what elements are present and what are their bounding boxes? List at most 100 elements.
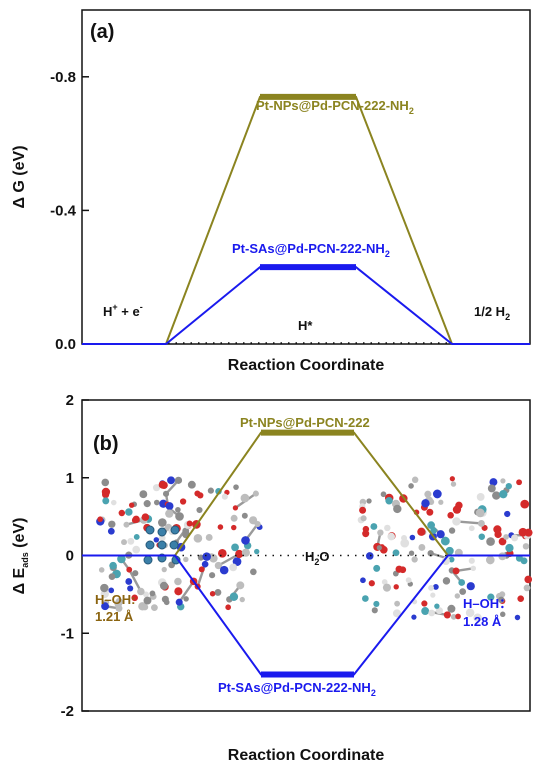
panel-b-left-bond-label-line1: H–OH:	[95, 592, 135, 607]
right-molecule-atom	[373, 564, 381, 572]
right-molecule-atom	[447, 604, 456, 613]
left-molecule-atom	[217, 524, 224, 530]
panel-b-right-bond-label-line2: 1.28 Å	[463, 614, 502, 629]
right-molecule-atom	[411, 476, 419, 484]
left-molecule-atom	[133, 534, 140, 540]
left-molecule-atom	[202, 552, 211, 561]
left-molecule-atom	[252, 490, 259, 497]
panel-b-label: (b)	[93, 433, 119, 455]
panel-a-y-axis-label: Δ G (eV)	[11, 145, 28, 208]
right-molecule-atom	[434, 603, 440, 609]
right-molecule-atom	[421, 499, 430, 508]
left-pt-cluster-atom	[157, 527, 167, 537]
left-molecule-atom	[174, 577, 182, 586]
panel-a-sa-series-label: Pt-SAs@Pd-PCN-222-NH2	[232, 241, 390, 259]
panel-a-label: (a)	[90, 21, 114, 43]
panel-b-y-tick-label: 0	[66, 548, 74, 565]
right-molecule-atom	[524, 528, 533, 537]
right-molecule-atom	[366, 498, 372, 504]
left-molecule-atom	[186, 520, 193, 527]
left-molecule-atom	[127, 585, 134, 592]
panel-b-y-tick-label: -1	[61, 625, 74, 642]
right-molecule-atom	[487, 484, 496, 493]
right-molecule-atom	[442, 577, 451, 585]
left-molecule-atom	[125, 508, 133, 516]
left-molecule-atom	[183, 556, 189, 563]
right-molecule-atom	[499, 489, 508, 499]
right-molecule-atom	[377, 529, 384, 536]
left-molecule-atom	[132, 545, 141, 554]
left-molecule-atom	[165, 502, 174, 511]
right-molecule-atom	[430, 527, 437, 534]
right-molecule-atom	[371, 607, 378, 614]
right-molecule-atom	[432, 583, 439, 590]
right-molecule-atom	[465, 608, 475, 618]
right-molecule-atom	[384, 524, 391, 532]
right-molecule-atom	[385, 496, 393, 505]
right-molecule-atom	[458, 579, 466, 586]
panel-a: (a) -0.8 -0.4 0.0 Δ G (eV) Reaction Coordi…	[11, 9, 531, 374]
right-molecule-atom	[405, 577, 412, 584]
left-molecule-bond	[178, 580, 195, 603]
panel-a-middle-state-label: H*	[298, 318, 313, 333]
right-molecule-atom	[401, 535, 408, 542]
left-molecule-atom	[143, 500, 151, 508]
left-molecule-atom	[151, 604, 158, 612]
right-molecule-atom	[370, 523, 378, 530]
left-molecule-atom	[153, 537, 160, 543]
right-molecule-atom	[427, 550, 434, 557]
left-molecule-atom	[229, 563, 238, 572]
panel-b-x-axis-label: Reaction Coordinate	[228, 747, 385, 764]
left-pt-cluster-atom	[143, 555, 153, 565]
left-pt-cluster-atom	[169, 540, 179, 550]
right-molecule-atom	[486, 537, 495, 546]
left-molecule-atom	[97, 516, 103, 523]
left-molecule-atom	[187, 480, 196, 489]
left-molecule-atom	[241, 536, 250, 545]
left-molecule-atom	[183, 596, 189, 602]
left-molecule-atom	[121, 539, 127, 546]
left-molecule-atom	[159, 581, 169, 590]
left-molecule-atom	[153, 499, 160, 506]
right-molecule-atom	[382, 583, 392, 592]
left-molecule-atom	[143, 591, 149, 598]
left-molecule-atom	[221, 493, 228, 500]
left-molecule-atom	[141, 513, 150, 521]
left-molecule-atom	[128, 502, 135, 508]
left-molecule-atom	[102, 497, 110, 505]
left-molecule-atom	[201, 560, 209, 568]
right-molecule-atom	[428, 609, 435, 617]
right-molecule-atom	[365, 552, 374, 560]
right-molecule-atom	[468, 525, 475, 532]
right-molecule-atom	[503, 534, 509, 540]
panel-a-np-series-label: Pt-NPs@Pd-PCN-222-NH2	[256, 98, 414, 116]
right-molecule-atom	[447, 512, 454, 519]
left-molecule-atom	[132, 570, 139, 577]
right-molecule-atom	[492, 491, 501, 500]
right-molecule-atom	[393, 504, 402, 514]
right-molecule-atom	[450, 481, 457, 487]
right-molecule-atom	[473, 613, 482, 622]
right-molecule-atom	[411, 614, 417, 620]
right-molecule-atom	[443, 611, 451, 619]
left-molecule-atom	[198, 566, 205, 573]
left-molecule-atom	[196, 506, 203, 514]
left-molecule-atom	[250, 568, 257, 576]
right-molecule-atom	[505, 483, 512, 490]
panel-b-y-axis-label: Δ Eads (eV)	[11, 518, 30, 595]
right-molecule-atom	[421, 607, 430, 616]
right-molecule-atom	[505, 543, 514, 553]
left-molecule-atom	[118, 509, 126, 517]
left-molecule-atom	[101, 478, 110, 487]
right-molecule-atom	[393, 584, 399, 590]
right-molecule-atom	[454, 593, 461, 599]
right-molecule-atom	[421, 600, 428, 607]
right-molecule-atom	[360, 577, 366, 584]
panel-a-series	[82, 93, 530, 345]
panel-a-y-tick-label: -0.4	[50, 202, 77, 219]
right-molecule-atom	[504, 510, 511, 518]
right-molecule-atom	[485, 555, 495, 565]
left-pt-cluster-atom	[170, 525, 180, 535]
left-molecule-atom	[141, 603, 149, 611]
right-molecule-atom	[427, 521, 435, 530]
